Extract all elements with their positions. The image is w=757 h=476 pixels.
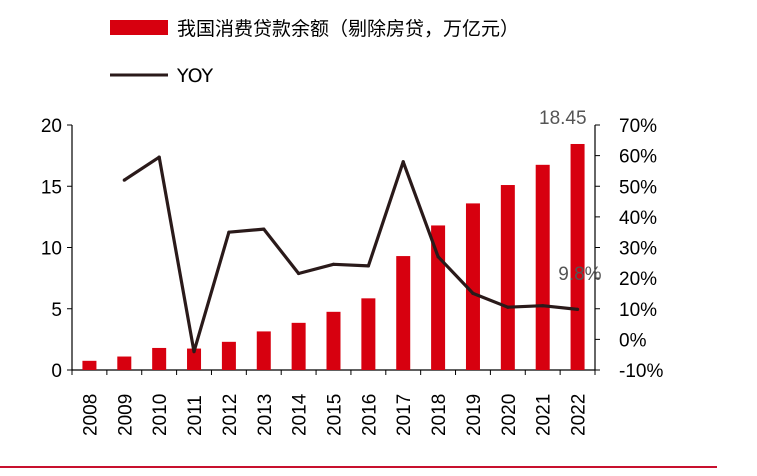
x-tick-label: 2014 — [290, 393, 311, 436]
yoy-point — [436, 255, 440, 259]
bar — [500, 185, 515, 370]
x-tick-label: 2011 — [185, 395, 206, 436]
bar — [117, 356, 132, 370]
yoy-point — [157, 155, 161, 159]
yoy-point — [227, 230, 231, 234]
bottom-rule — [0, 466, 717, 468]
bar — [570, 143, 585, 370]
yoy-point — [331, 262, 336, 266]
right-tick-label: 50% — [619, 177, 657, 198]
x-tick-label: 2021 — [534, 394, 555, 436]
x-tick-label: 2008 — [80, 394, 101, 436]
yoy-point — [297, 271, 301, 276]
yoy-point — [541, 304, 545, 308]
x-tick-label: 2010 — [150, 394, 171, 436]
x-tick-label: 2015 — [325, 394, 346, 436]
right-tick-label: 0% — [619, 330, 647, 351]
yoy-point — [401, 160, 405, 164]
left-tick-label: 5 — [51, 300, 62, 321]
last-bar-value-label: 18.45 — [539, 108, 587, 129]
legend-swatch-bar — [110, 20, 168, 35]
right-tick-label: 60% — [619, 147, 657, 168]
last-line-value-label: 9.8% — [558, 264, 601, 285]
x-tick-label: 2019 — [464, 394, 485, 436]
x-tick-label: 2022 — [569, 394, 590, 436]
yoy-point — [122, 178, 126, 182]
left-tick-label: 15 — [41, 177, 62, 198]
x-tick-label: 2020 — [499, 394, 520, 436]
bar — [291, 322, 306, 370]
x-tick-label: 2009 — [115, 394, 136, 436]
x-tick-label: 2017 — [394, 394, 415, 436]
x-tick-label: 2018 — [429, 394, 450, 436]
bar — [326, 311, 341, 370]
data-labels: 18.45 9.8% — [539, 108, 602, 285]
yoy-point — [192, 350, 196, 354]
bar — [396, 256, 411, 370]
left-tick-label: 20 — [41, 116, 62, 137]
x-tick-label: 2016 — [359, 394, 380, 436]
left-tick-label: 10 — [41, 239, 62, 260]
bar — [465, 203, 480, 370]
legend-label-bar: 我国消费贷款余额（剔除房贷，万亿元） — [177, 18, 519, 40]
bar — [82, 360, 97, 370]
bar — [535, 164, 550, 370]
left-tick-label: 0 — [51, 361, 62, 382]
yoy-point — [575, 307, 580, 311]
right-tick-label: 30% — [619, 239, 657, 260]
yoy-line — [123, 155, 578, 354]
bar-series — [82, 143, 585, 370]
yoy-point — [471, 291, 475, 296]
bar — [256, 331, 271, 370]
legend-label-line: YOY — [176, 65, 213, 87]
right-tick-label: 20% — [619, 269, 657, 290]
bar — [221, 341, 236, 370]
yoy-point — [262, 227, 266, 231]
yoy-point — [366, 264, 370, 268]
axes: 0 5 10 15 20 -10% 0% 10% 20% 30% 40% 50% 60% 70% 2008 2… — [41, 116, 664, 436]
right-tick-label: 10% — [619, 300, 657, 321]
x-tick-label: 2013 — [255, 394, 276, 436]
right-tick-label: 70% — [619, 116, 657, 137]
yoy-line-series — [122, 155, 580, 354]
bar — [152, 347, 167, 370]
right-tick-label: 40% — [619, 208, 657, 229]
bar — [187, 348, 202, 370]
right-tick-label: -10% — [619, 361, 663, 382]
legend: 我国消费贷款余额（剔除房贷，万亿元） YOY — [110, 18, 519, 87]
yoy-point — [506, 305, 510, 309]
x-tick-label: 2012 — [220, 394, 241, 436]
bar — [361, 298, 376, 370]
